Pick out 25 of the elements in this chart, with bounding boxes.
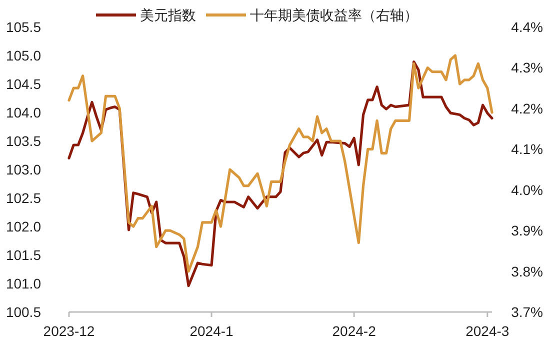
y2-tick-label: 3.9%	[511, 222, 543, 239]
legend-label: 十年期美债收益率（右轴）	[250, 7, 418, 23]
y2-tick-label: 3.7%	[511, 304, 543, 320]
y-tick-label: 103.0	[6, 162, 42, 178]
y-tick-label: 103.5	[6, 133, 42, 149]
y-tick-label: 101.5	[6, 247, 42, 263]
y2-tick-label: 4.0%	[511, 182, 543, 198]
y2-tick-label: 3.8%	[511, 263, 543, 280]
y2-tick-label: 4.4%	[511, 19, 543, 35]
y-tick-label: 102.0	[6, 218, 42, 234]
y-tick-label: 104.5	[6, 76, 42, 92]
x-tick-label: 2023-12	[43, 323, 95, 339]
x-tick-label: 2024-3	[466, 323, 510, 339]
y2-tick-label: 4.2%	[511, 100, 543, 116]
legend-label: 美元指数	[140, 7, 196, 23]
y2-tick-label: 4.1%	[511, 141, 543, 158]
y-tick-label: 100.5	[6, 304, 42, 320]
y-tick-label: 101.0	[6, 276, 42, 292]
y-tick-label: 105.0	[6, 48, 42, 64]
x-tick-label: 2024-2	[332, 323, 376, 339]
y-tick-label: 105.5	[6, 19, 42, 35]
y-tick-label: 102.5	[6, 190, 42, 206]
y2-tick-label: 4.3%	[511, 60, 543, 76]
y-tick-label: 104.0	[6, 104, 42, 120]
x-tick-label: 2024-1	[190, 323, 234, 339]
